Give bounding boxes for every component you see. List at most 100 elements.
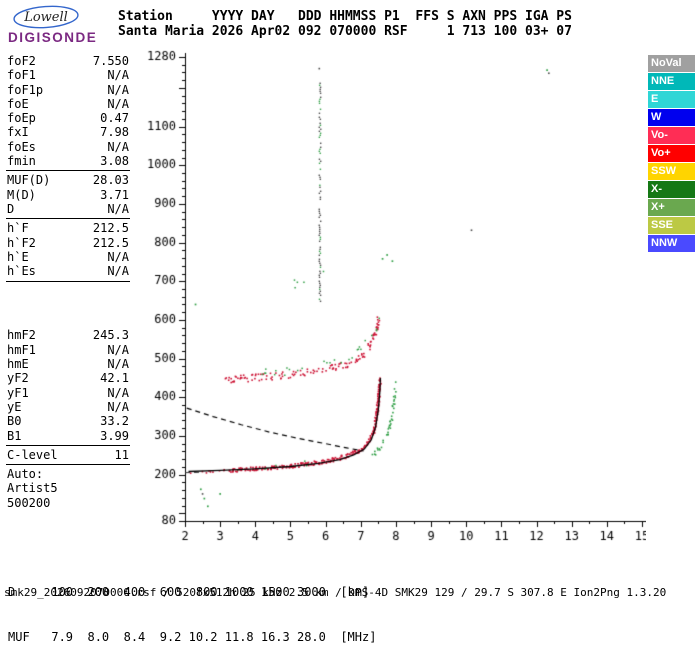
param-value: N/A [107, 385, 129, 400]
param-row: yE N/A [7, 400, 129, 414]
param-label: foE [7, 96, 29, 111]
param-value: 33.2 [100, 414, 129, 429]
param-group: MUF(D) 28.03 M(D) 3.71 D N/A [6, 170, 130, 218]
param-row: yF1 N/A [7, 386, 129, 400]
distance-muf-table: D 100 200 400 600 800 1000 1500 3000 [km… [8, 555, 376, 660]
param-label: D [7, 201, 15, 216]
param-row: B1 3.99 [7, 429, 129, 443]
legend-item-nne: NNE [648, 73, 695, 90]
ionogram-plot [130, 46, 646, 546]
param-group: hmF2 245.3 hmF1 N/A hmE N/A yF2 42.1 yF1 N/A yE N/A… [6, 326, 130, 444]
param-row: hmF2 245.3 [7, 328, 129, 342]
param-row: C-level 11 [7, 448, 129, 462]
param-label: yF2 [7, 371, 29, 386]
status-bar: smk29_2026092070000.rsf / 520fx512h 25 k… [4, 586, 667, 599]
param-row: foE N/A [7, 97, 129, 111]
param-value: N/A [107, 342, 129, 357]
header-field-values: Santa Maria 2026 Apr02 092 070000 RSF 1 … [118, 24, 572, 39]
legend-item-nnw: NNW [648, 235, 695, 252]
param-label: yF1 [7, 385, 29, 400]
param-label: hmF1 [7, 342, 36, 357]
legend-item-x: X+ [648, 199, 695, 216]
param-row: hmF1 N/A [7, 343, 129, 357]
legend-item-vo: Vo+ [648, 145, 695, 162]
param-label: C-level [7, 447, 58, 462]
param-label: 500200 [7, 495, 51, 510]
param-value: 3.71 [100, 187, 129, 202]
muf-row: MUF 7.9 8.0 8.4 9.2 10.2 11.8 16.3 28.0 … [8, 630, 377, 644]
param-label: fxI [7, 125, 29, 140]
param-value: 11 [114, 447, 129, 462]
doppler-direction-legend: NoVal NNE E W Vo- Vo+ SSW X- X+ SSE NNW [648, 55, 695, 253]
param-row: fxI 7.98 [7, 125, 129, 139]
param-value: N/A [107, 68, 129, 83]
param-row: h`Es N/A [7, 264, 129, 278]
param-label: Artist5 [7, 481, 58, 496]
param-value: N/A [107, 399, 129, 414]
param-value: N/A [107, 82, 129, 97]
param-value: 3.08 [100, 154, 129, 169]
param-row: yF2 42.1 [7, 371, 129, 385]
legend-item-ssw: SSW [648, 163, 695, 180]
param-label: foEp [7, 111, 36, 126]
legend-item-x: X- [648, 181, 695, 198]
param-row: B0 33.2 [7, 414, 129, 428]
param-row: h`F2 212.5 [7, 236, 129, 250]
param-row: h`E N/A [7, 250, 129, 264]
param-label: yE [7, 399, 22, 414]
param-row: D N/A [7, 202, 129, 216]
header-field-labels: Station YYYY DAY DDD HHMMSS P1 FFS S AXN… [118, 9, 572, 24]
legend-item-w: W [648, 109, 695, 126]
param-value: N/A [107, 264, 129, 279]
param-row: h`F 212.5 [7, 221, 129, 235]
logo-digisonde-text: DIGISONDE [8, 30, 97, 45]
param-label: fmin [7, 154, 36, 169]
param-row: MUF(D) 28.03 [7, 173, 129, 187]
param-group: C-level 11 [6, 444, 130, 464]
legend-item-sse: SSE [648, 217, 695, 234]
param-label: B1 [7, 428, 22, 443]
param-label: Auto: [7, 467, 44, 482]
param-value: N/A [107, 201, 129, 216]
station-header: Station YYYY DAY DDD HHMMSS P1 FFS S AXN… [118, 9, 572, 39]
param-groups: foF2 7.550 foF1 N/A foF1p N/A foE N/A foEp 0.47 fx… [6, 52, 130, 512]
param-row: foF1p N/A [7, 83, 129, 97]
param-value: N/A [107, 139, 129, 154]
param-label: h`F2 [7, 235, 36, 250]
param-label: hmF2 [7, 328, 36, 343]
param-row: fmin 3.08 [7, 154, 129, 168]
param-row: hmE N/A [7, 357, 129, 371]
param-row: Auto: [7, 467, 129, 481]
param-label: h`Es [7, 264, 36, 279]
distance-row: D 100 200 400 600 800 1000 1500 3000 [km… [8, 585, 370, 599]
param-label: foF1p [7, 82, 44, 97]
param-value: 245.3 [92, 328, 129, 343]
param-value: 42.1 [100, 371, 129, 386]
param-label: foF2 [7, 54, 36, 68]
legend-item-vo: Vo- [648, 127, 695, 144]
param-row: Artist5 [7, 481, 129, 495]
param-label: h`F [7, 221, 29, 236]
param-value: N/A [107, 249, 129, 264]
param-row: foF2 7.550 [7, 54, 129, 68]
param-value: 7.550 [92, 54, 129, 68]
param-value: 212.5 [92, 221, 129, 236]
param-group: foF2 7.550 foF1 N/A foF1p N/A foE N/A foEp 0.47 fx… [6, 52, 130, 170]
logo-lowell-text: Lowell [23, 10, 68, 25]
param-group: Auto: Artist5 500200 [6, 464, 130, 512]
param-value: N/A [107, 96, 129, 111]
param-value: 212.5 [92, 235, 129, 250]
param-row: foEp 0.47 [7, 111, 129, 125]
param-label: M(D) [7, 187, 36, 202]
param-value: 3.99 [100, 428, 129, 443]
param-value: 28.03 [92, 173, 129, 188]
param-label: h`E [7, 249, 29, 264]
param-row: 500200 [7, 496, 129, 510]
param-value: 7.98 [100, 125, 129, 140]
param-value: 0.47 [100, 111, 129, 126]
param-label: foEs [7, 139, 36, 154]
legend-item-e: E [648, 91, 695, 108]
param-group: h`F 212.5 h`F2 212.5 h`E N/A h`Es N/A [6, 218, 130, 283]
param-row: M(D) 3.71 [7, 188, 129, 202]
param-label: hmE [7, 357, 29, 372]
